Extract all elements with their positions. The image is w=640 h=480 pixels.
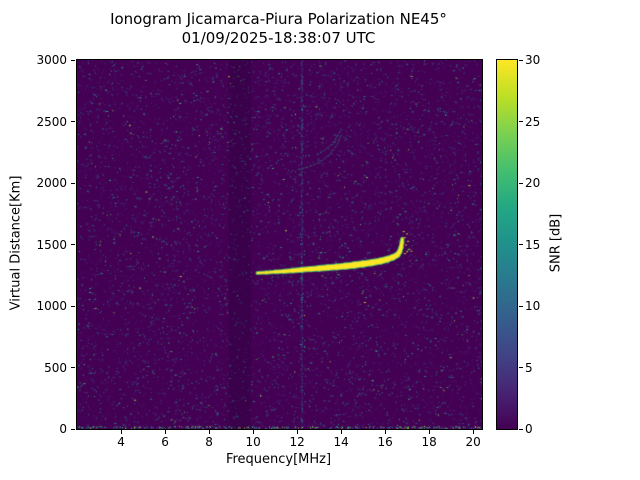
y-tick-mark (71, 305, 75, 307)
colorbar-tick-label: 30 (525, 53, 541, 67)
colorbar-tick-label: 5 (525, 360, 533, 375)
colorbar-tick-mark (519, 305, 523, 307)
x-tick-mark (340, 430, 342, 434)
colorbar-label: SNR [dB] (548, 213, 564, 273)
x-tick-mark (208, 430, 210, 434)
chart-title-block: Ionogram Jicamarca-Piura Polarization NE… (76, 10, 481, 48)
x-tick-mark (428, 430, 430, 434)
x-tick-label: 10 (245, 435, 261, 449)
y-tick-mark (71, 121, 75, 122)
chart-subtitle: 01/09/2025-18:38:07 UTC (181, 29, 376, 47)
x-tick-label: 14 (333, 435, 349, 449)
colorbar-tick-label: 15 (525, 237, 541, 252)
x-tick-label: 20 (465, 435, 481, 449)
y-tick-label: 500 (44, 360, 67, 375)
colorbar-tick-label: 20 (525, 176, 541, 190)
y-tick-label: 3000 (36, 53, 67, 67)
colorbar-tick-mark (519, 244, 523, 245)
colorbar-tick-mark (519, 428, 523, 430)
x-tick-label: 8 (205, 435, 213, 449)
y-axis-label: Virtual Distance[Km] (8, 175, 24, 311)
colorbar-tick-mark (519, 59, 523, 61)
x-tick-label: 6 (161, 435, 169, 449)
colorbar-tick-mark (519, 121, 523, 122)
x-tick-mark (384, 430, 386, 434)
colorbar-tick-mark (519, 182, 523, 184)
colorbar-gradient-canvas (497, 60, 517, 429)
y-tick-label: 0 (59, 422, 67, 436)
y-tick-mark (71, 367, 75, 368)
y-tick-label: 1500 (36, 237, 67, 252)
y-tick-label: 1000 (36, 299, 67, 313)
y-tick-mark (71, 428, 75, 430)
y-tick-mark (71, 182, 75, 184)
colorbar-tick-mark (519, 367, 523, 368)
colorbar-tick-label: 25 (525, 114, 541, 129)
colorbar-tick-label: 10 (525, 299, 541, 313)
plot-area (76, 59, 483, 430)
x-axis-label: Frequency[MHz] (225, 452, 332, 467)
ionogram-heatmap-canvas (77, 60, 482, 429)
colorbar-tick-label: 0 (525, 422, 533, 436)
x-tick-label: 18 (421, 435, 437, 449)
x-tick-mark (472, 430, 474, 434)
colorbar (496, 59, 518, 430)
y-tick-label: 2000 (36, 176, 67, 190)
x-tick-label: 16 (377, 435, 393, 449)
y-tick-label: 2500 (36, 114, 67, 129)
x-tick-mark (252, 430, 254, 434)
y-tick-mark (71, 244, 75, 245)
x-tick-mark (164, 430, 166, 434)
chart-title: Ionogram Jicamarca-Piura Polarization NE… (110, 10, 447, 28)
x-tick-mark (296, 430, 298, 434)
x-tick-mark (120, 430, 122, 434)
y-tick-mark (71, 59, 75, 61)
x-tick-label: 4 (117, 435, 125, 449)
x-tick-label: 12 (289, 435, 305, 449)
